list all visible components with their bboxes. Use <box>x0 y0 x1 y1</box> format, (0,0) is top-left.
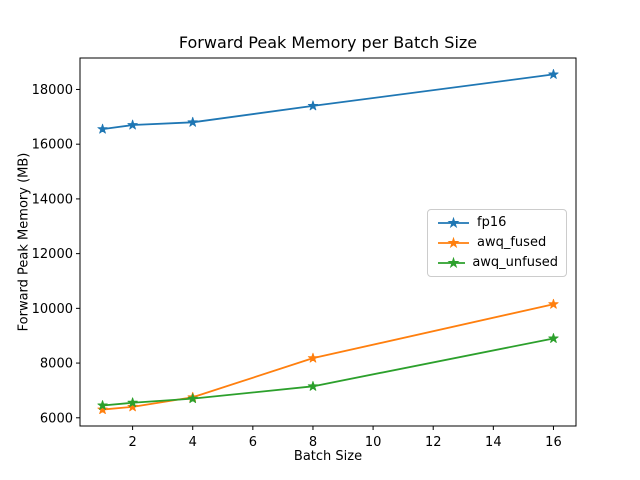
y-tick-label: 14000 <box>32 192 73 207</box>
data-point-awq_fused <box>548 298 559 309</box>
series-line-fp16 <box>101 73 555 131</box>
line-star-icon <box>438 237 469 249</box>
x-tick-label: 2 <box>128 435 136 450</box>
x-tick-label: 6 <box>249 435 257 450</box>
data-point-awq_unfused <box>307 380 319 391</box>
legend-label: awq_unfused <box>472 255 558 270</box>
data-point-awq_unfused <box>187 393 198 404</box>
x-tick-label: 16 <box>545 435 562 450</box>
star-icon <box>447 257 460 269</box>
y-tick-label: 16000 <box>32 138 73 153</box>
data-point-fp16 <box>307 100 319 111</box>
data-point-awq_unfused <box>97 400 108 410</box>
line-star-icon <box>438 257 466 269</box>
x-tick-label: 14 <box>485 435 502 450</box>
data-point-awq_unfused <box>548 333 559 343</box>
series-line-awq_fused <box>101 303 555 411</box>
x-tick-label: 8 <box>309 435 317 450</box>
y-tick-label: 6000 <box>40 411 73 426</box>
y-tick-label: 8000 <box>40 357 73 372</box>
data-point-fp16 <box>97 123 108 134</box>
legend: fp16 awq_fused awq_unfused <box>427 209 567 277</box>
data-point-awq_fused <box>307 352 319 363</box>
y-tick-label: 10000 <box>32 302 73 317</box>
x-tick-label: 12 <box>425 435 442 450</box>
legend-item-awq-fused[interactable]: awq_fused <box>437 235 558 251</box>
x-tick-label: 4 <box>189 435 197 450</box>
plot-frame <box>79 57 577 427</box>
legend-item-awq-unfused[interactable]: awq_unfused <box>437 255 558 271</box>
data-point-awq_unfused <box>127 397 138 408</box>
series-line-awq_unfused <box>101 337 555 407</box>
x-axis-label: Batch Size <box>293 449 363 464</box>
legend-item-fp16[interactable]: fp16 <box>437 215 558 231</box>
x-tick-label: 10 <box>365 435 382 450</box>
data-point-awq_fused <box>97 404 108 415</box>
line-star-icon <box>438 217 469 229</box>
legend-label: fp16 <box>477 215 507 230</box>
data-point-fp16 <box>187 116 198 127</box>
y-tick-label: 12000 <box>32 247 73 262</box>
star-icon <box>447 217 460 229</box>
data-point-fp16 <box>127 119 138 130</box>
legend-label: awq_fused <box>477 235 547 250</box>
data-point-awq_fused <box>127 401 138 412</box>
data-point-fp16 <box>548 69 559 79</box>
star-icon <box>447 237 460 249</box>
chart-title: Forward Peak Memory per Batch Size <box>178 33 478 52</box>
y-tick-label: 18000 <box>32 83 73 98</box>
